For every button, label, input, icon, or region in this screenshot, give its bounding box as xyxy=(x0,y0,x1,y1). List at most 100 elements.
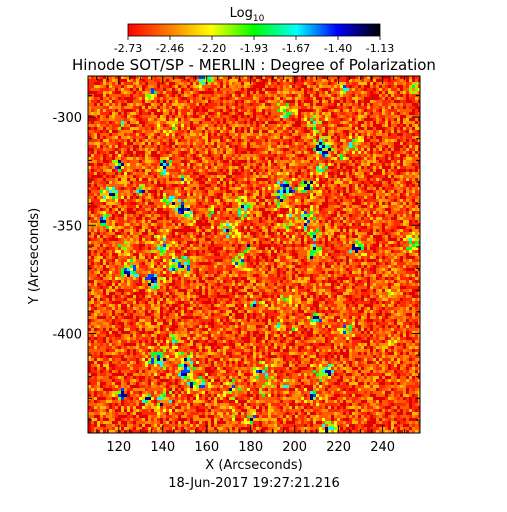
heatmap-cell xyxy=(109,217,112,220)
heatmap-cell xyxy=(223,235,226,238)
heatmap-cell xyxy=(241,139,244,142)
heatmap-cell xyxy=(283,172,286,175)
heatmap-cell xyxy=(307,172,310,175)
heatmap-cell xyxy=(88,118,91,121)
heatmap-cell xyxy=(262,97,265,100)
heatmap-cell xyxy=(355,172,358,175)
heatmap-cell xyxy=(265,199,268,202)
heatmap-cell xyxy=(391,199,394,202)
heatmap-cell xyxy=(337,208,340,211)
heatmap-cell xyxy=(130,85,133,88)
heatmap-cell xyxy=(247,76,250,79)
heatmap-cell xyxy=(136,244,139,247)
heatmap-cell xyxy=(229,232,232,235)
heatmap-cell xyxy=(268,202,271,205)
heatmap-cell xyxy=(106,157,109,160)
heatmap-cell xyxy=(217,229,220,232)
heatmap-cell xyxy=(325,241,328,244)
heatmap-cell xyxy=(280,217,283,220)
heatmap-cell xyxy=(256,196,259,199)
heatmap-cell xyxy=(400,124,403,127)
heatmap-cell xyxy=(262,244,265,247)
heatmap-cell xyxy=(331,151,334,154)
heatmap-cell xyxy=(400,226,403,229)
heatmap-cell xyxy=(253,199,256,202)
heatmap-cell xyxy=(343,88,346,91)
heatmap-cell xyxy=(415,130,418,133)
heatmap-cell xyxy=(205,196,208,199)
heatmap-cell xyxy=(319,232,322,235)
heatmap-cell xyxy=(115,238,118,241)
heatmap-cell xyxy=(280,157,283,160)
heatmap-cell xyxy=(118,124,121,127)
heatmap-cell xyxy=(169,154,172,157)
heatmap-cell xyxy=(100,244,103,247)
heatmap-cell xyxy=(250,127,253,130)
heatmap-cell xyxy=(205,235,208,238)
heatmap-cell xyxy=(415,199,418,202)
heatmap-cell xyxy=(394,142,397,145)
heatmap-cell xyxy=(214,88,217,91)
heatmap-cell xyxy=(415,124,418,127)
heatmap-cell xyxy=(181,151,184,154)
heatmap-cell xyxy=(160,115,163,118)
colorbar-tick-label: -1.13 xyxy=(366,42,394,55)
heatmap-cell xyxy=(127,220,130,223)
heatmap-cell xyxy=(232,223,235,226)
heatmap-cell xyxy=(181,181,184,184)
heatmap-cell xyxy=(394,151,397,154)
heatmap-cell xyxy=(229,109,232,112)
heatmap-cell xyxy=(145,109,148,112)
heatmap-cell xyxy=(301,76,304,79)
heatmap-cell xyxy=(289,238,292,241)
heatmap-cell xyxy=(382,202,385,205)
heatmap-cell xyxy=(349,142,352,145)
heatmap-cell xyxy=(163,226,166,229)
heatmap-cell xyxy=(403,100,406,103)
heatmap-cell xyxy=(352,139,355,142)
heatmap-cell xyxy=(310,232,313,235)
heatmap-cell xyxy=(133,79,136,82)
heatmap-cell xyxy=(295,241,298,244)
heatmap-cell xyxy=(406,187,409,190)
heatmap-cell xyxy=(175,229,178,232)
heatmap-cell xyxy=(124,238,127,241)
heatmap-cell xyxy=(298,184,301,187)
heatmap-cell xyxy=(109,163,112,166)
heatmap-cell xyxy=(382,79,385,82)
heatmap-cell xyxy=(334,214,337,217)
heatmap-cell xyxy=(283,208,286,211)
heatmap-cell xyxy=(196,166,199,169)
heatmap-cell xyxy=(403,169,406,172)
heatmap-cell xyxy=(385,211,388,214)
heatmap-cell xyxy=(259,193,262,196)
heatmap-cell xyxy=(241,205,244,208)
heatmap-cell xyxy=(265,190,268,193)
heatmap-cell xyxy=(148,166,151,169)
heatmap-cell xyxy=(376,172,379,175)
heatmap-cell xyxy=(241,166,244,169)
heatmap-cell xyxy=(286,163,289,166)
heatmap-cell xyxy=(238,217,241,220)
heatmap-cell xyxy=(406,229,409,232)
heatmap-cell xyxy=(295,142,298,145)
heatmap-cell xyxy=(169,220,172,223)
heatmap-cell xyxy=(394,229,397,232)
heatmap-cell xyxy=(322,91,325,94)
heatmap-cell xyxy=(382,130,385,133)
heatmap-cell xyxy=(418,160,420,163)
heatmap-cell xyxy=(241,154,244,157)
heatmap-cell xyxy=(205,103,208,106)
heatmap-cell xyxy=(142,196,145,199)
heatmap-cell xyxy=(253,238,256,241)
heatmap-cell xyxy=(316,169,319,172)
heatmap-cell xyxy=(370,211,373,214)
heatmap-cell xyxy=(130,139,133,142)
heatmap-cell xyxy=(238,190,241,193)
heatmap-cell xyxy=(331,94,334,97)
heatmap-cell xyxy=(313,85,316,88)
heatmap-cell xyxy=(340,217,343,220)
heatmap-cell xyxy=(331,130,334,133)
heatmap-cell xyxy=(382,214,385,217)
heatmap-cell xyxy=(130,178,133,181)
